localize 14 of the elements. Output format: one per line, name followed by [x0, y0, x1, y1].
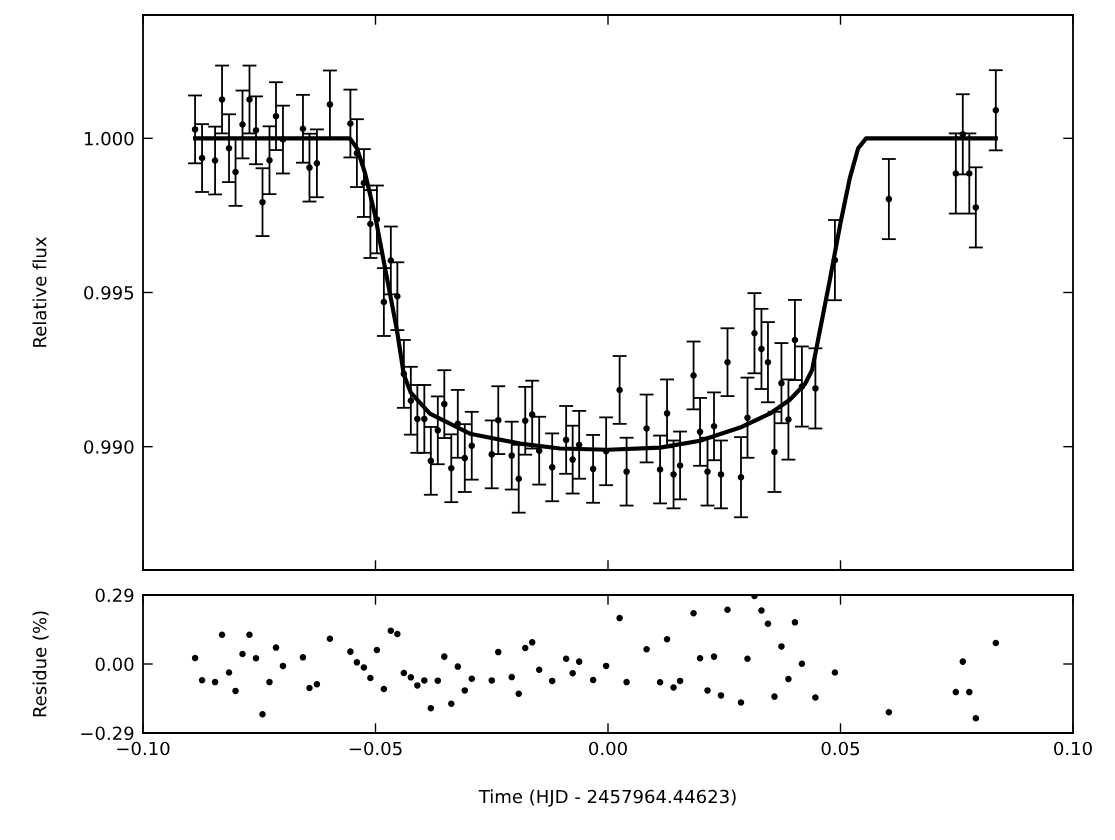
x-tick-label: 0.00	[589, 741, 627, 756]
y-tick-label: 0.990	[84, 440, 134, 454]
y-tick-label: 0.29	[95, 588, 134, 603]
y-tick-label: −0.29	[81, 726, 134, 741]
y-tick-label: 0.00	[95, 657, 134, 672]
x-tick-label: 0.10	[1054, 741, 1092, 756]
x-tick-label: −0.10	[117, 741, 170, 756]
y-tick-label: 1.000	[84, 131, 134, 146]
x-tick-label: 0.05	[821, 741, 860, 756]
x-axis-title: Time (HJD - 2457964.44623)	[478, 789, 736, 807]
y-tick-label: 0.995	[84, 285, 134, 300]
y-axis-title: Residue (%)	[32, 611, 49, 717]
x-tick-label: −0.05	[349, 741, 402, 756]
y-axis-title: Relative flux	[32, 237, 47, 347]
